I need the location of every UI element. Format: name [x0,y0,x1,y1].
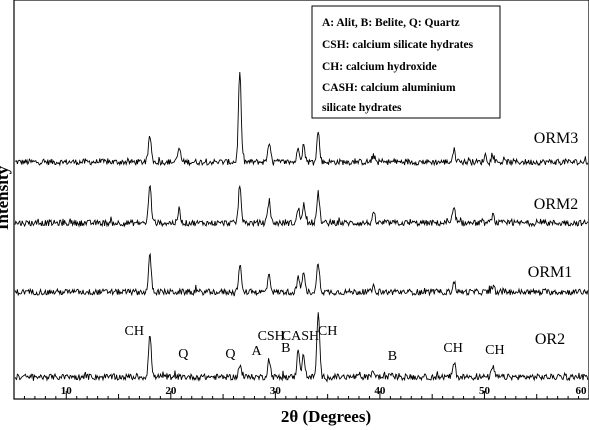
trace-orm3 [14,71,589,167]
x-tick-label: 60 [576,385,588,397]
peak-label-ch: CH [485,343,504,358]
x-tick-label: 50 [479,385,491,397]
xrd-traces [14,71,589,383]
series-label-orm2: ORM2 [534,196,578,213]
legend-line-phases: A: Alit, B: Belite, Q: Quartz [322,17,460,29]
trace-orm1 [14,252,589,297]
peak-label-b: B [281,341,290,356]
x-tick-label: 30 [270,385,282,397]
peak-label-cash: CASH [282,329,319,344]
series-label-orm3: ORM3 [534,130,578,147]
series-label-or2: OR2 [535,331,565,348]
legend: A: Alit, B: Belite, Q: Quartz CSH: calci… [311,5,501,119]
peak-label-csh: CSH [258,329,285,344]
legend-line-cash-cont: silicate hydrates [322,102,402,114]
y-axis-label: Intensity [0,165,12,230]
legend-line-ch: CH: calcium hydroxide [322,61,437,73]
peak-label-q: Q [225,347,235,362]
peak-label-ch: CH [318,324,337,339]
x-tick-label: 10 [61,385,73,397]
x-axis-ticks [13,391,589,399]
peak-label-ch: CH [443,341,462,356]
x-axis-tick-labels: 10 20 30 40 50 60 [61,385,587,397]
trace-orm2 [14,184,589,228]
plot-frame [13,0,589,400]
x-axis-label: 2θ (Degrees) [281,407,371,426]
x-tick-label: 40 [374,385,386,397]
trace-or2 [14,312,589,383]
legend-line-cash: CASH: calcium aluminium [322,82,456,94]
peak-label-q: Q [178,347,188,362]
peak-label-b: B [388,349,397,364]
legend-box [311,5,501,119]
peak-label-ch: CH [125,324,144,339]
series-labels: ORM3 ORM2 ORM1 OR2 [528,130,578,348]
peak-label-a: A [251,344,262,359]
legend-line-csh: CSH: calcium silicate hydrates [322,39,474,51]
x-tick-label: 20 [165,385,177,397]
series-label-orm1: ORM1 [528,264,572,281]
